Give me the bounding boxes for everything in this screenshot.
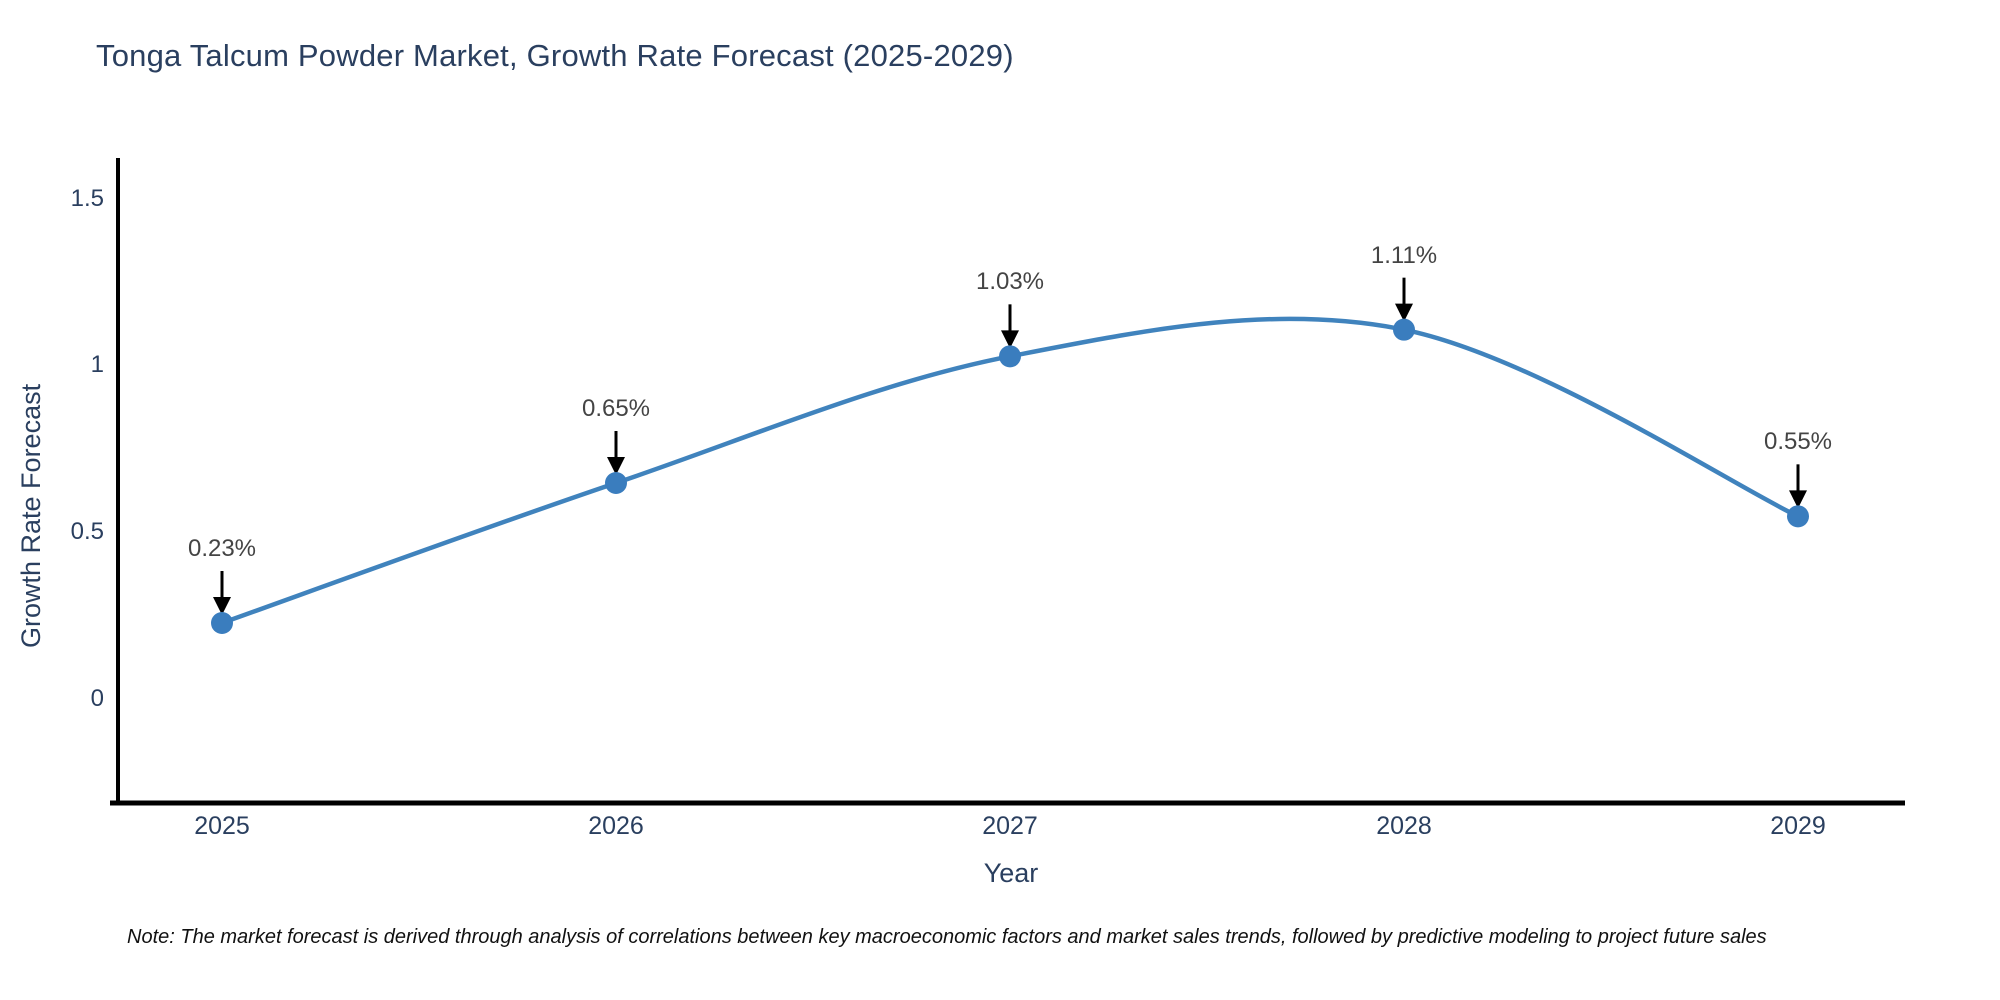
y-tick-label: 0.5 <box>70 518 104 545</box>
y-tick-label: 1 <box>90 351 104 379</box>
annotation-arrowhead <box>213 597 231 615</box>
x-tick-label: 2026 <box>588 812 644 840</box>
data-point-marker <box>1393 318 1415 341</box>
annotation-arrowhead <box>1001 330 1019 349</box>
data-point-marker <box>211 612 233 634</box>
x-tick-label: 2028 <box>1376 812 1432 840</box>
footnote: Note: The market forecast is derived thr… <box>127 926 1767 948</box>
chart-title: Tonga Talcum Powder Market, Growth Rate … <box>96 38 1014 73</box>
point-annotation-label: 0.23% <box>187 535 257 562</box>
annotation-arrowhead <box>607 457 625 475</box>
annotation-arrowhead <box>1395 303 1413 322</box>
data-point-marker <box>999 345 1021 368</box>
x-tick-label: 2027 <box>982 812 1038 840</box>
data-point-marker <box>1787 505 1809 528</box>
point-annotation-label: 0.55% <box>1763 428 1833 456</box>
annotation-arrowhead <box>1789 490 1807 509</box>
y-tick-label: 0 <box>90 684 104 712</box>
data-point-marker <box>605 472 627 494</box>
point-annotation-label: 0.65% <box>581 395 651 422</box>
x-axis-title: Year <box>983 858 1039 888</box>
y-tick-label: 1.5 <box>70 184 104 212</box>
point-annotation-label: 1.03% <box>975 268 1045 296</box>
point-annotation-label: 1.11% <box>1370 241 1438 269</box>
x-tick-label: 2029 <box>1770 812 1826 840</box>
x-tick-label: 2025 <box>194 812 250 840</box>
